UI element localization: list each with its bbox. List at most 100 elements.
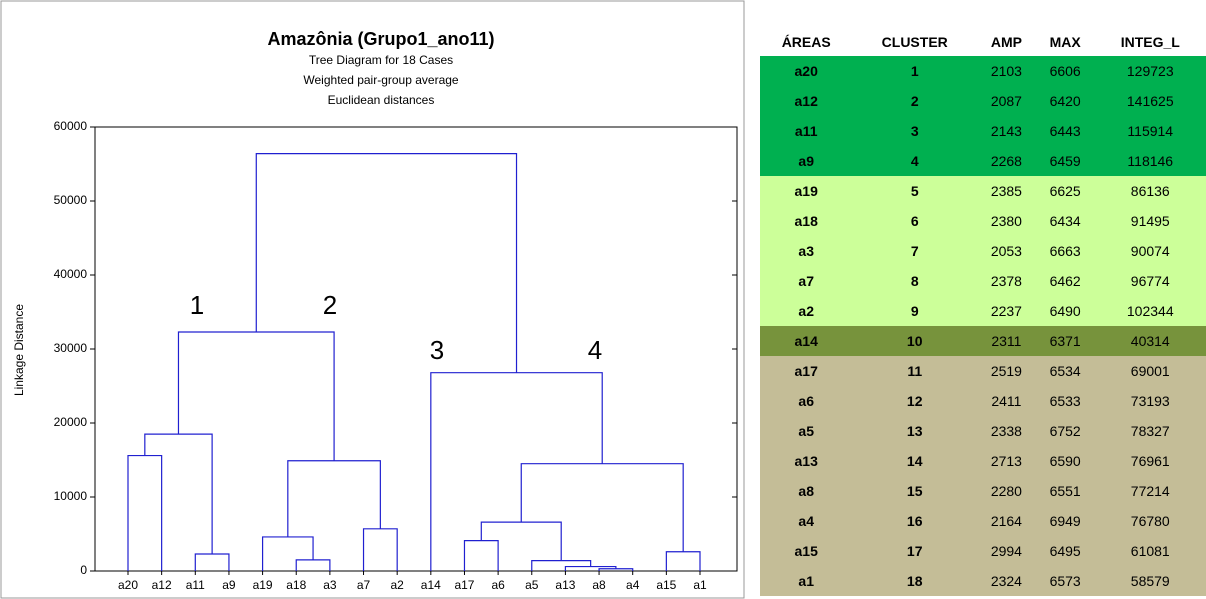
table-cell: 2380 [990,213,1022,229]
table-cell: a14 [794,333,818,349]
table-row: a6 12 2411 6533 73193 [760,386,1206,416]
table-cell: 7 [910,243,919,259]
table-cell: 6420 [1049,93,1081,109]
subtitle: Euclidean distances [328,93,435,107]
y-tick-label: 60000 [54,119,88,133]
table-cell: 2519 [990,363,1022,379]
column-header: MAX [1035,28,1095,56]
table-cell: 1 [910,63,919,79]
table-cell: 11 [907,363,923,379]
table-cell: 6371 [1049,333,1081,349]
y-tick-label: 30000 [54,341,88,355]
table-cell: 40314 [1130,333,1170,349]
table-cell: a12 [794,93,818,109]
table-cell: 102344 [1126,303,1174,319]
table-cell: 6949 [1049,513,1081,529]
table-cell: 73193 [1130,393,1170,409]
table-row: a7 8 2378 6462 96774 [760,266,1206,296]
table-cell: a15 [794,543,818,559]
y-tick-label: 0 [80,563,87,577]
x-tick-label: a9 [222,578,236,592]
table-cell: 6752 [1049,423,1081,439]
column-header: INTEG_L [1094,28,1206,56]
table-cell: 6551 [1049,483,1081,499]
table-cell: a11 [794,123,818,139]
table-cell: 6590 [1049,453,1081,469]
y-axis-label: Linkage Distance [12,304,26,396]
table-cell: 15 [906,483,923,499]
table-cell: 6462 [1049,273,1081,289]
table-row: a1 18 2324 6573 58579 [760,566,1206,596]
annotation: 2 [323,290,337,320]
table-row: a14 10 2311 6371 40314 [760,326,1206,356]
table-cell: 76961 [1130,453,1170,469]
table-row: a12 2 2087 6420 141625 [760,86,1206,116]
x-tick-label: a6 [491,578,505,592]
table-cell: 6459 [1049,153,1081,169]
table-row: a9 4 2268 6459 118146 [760,146,1206,176]
table-cell: 2338 [990,423,1022,439]
table-cell: 58579 [1130,573,1170,589]
table-cell: 90074 [1130,243,1170,259]
annotation: 3 [430,335,444,365]
table-cell: 78327 [1130,423,1170,439]
table-cell: 69001 [1130,363,1170,379]
chart-title: Amazônia (Grupo1_ano11) [267,29,494,49]
table-cell: 12 [906,393,923,409]
table-row: a20 1 2103 6606 129723 [760,56,1206,86]
table-cell: 6573 [1049,573,1081,589]
y-tick-label: 10000 [54,489,88,503]
y-tick-label: 20000 [54,415,88,429]
table-cell: 2311 [991,333,1022,349]
table-row: a15 17 2994 6495 61081 [760,536,1206,566]
table-cell: a3 [798,243,814,259]
x-tick-label: a8 [592,578,606,592]
table-cell: 6663 [1049,243,1081,259]
table-cell: a6 [798,393,814,409]
x-tick-label: a18 [286,578,306,592]
x-tick-label: a3 [323,578,337,592]
table-cell: 2994 [990,543,1022,559]
annotation: 4 [588,335,602,365]
table-cell: 3 [910,123,919,139]
table-cell: 118146 [1127,153,1174,169]
table-cell: 6443 [1049,123,1081,139]
table-cell: 2237 [990,303,1022,319]
x-tick-label: a20 [118,578,138,592]
table-cell: 2411 [991,393,1022,409]
table-cell: a9 [798,153,814,169]
x-tick-label: a1 [693,578,707,592]
table-cell: a5 [798,423,814,439]
table-cell: a19 [794,183,818,199]
plot-frame [94,126,738,572]
x-tick-label: a4 [626,578,640,592]
table-cell: 6625 [1049,183,1081,199]
table-cell: 4 [910,153,919,169]
table-cell: 2143 [990,123,1022,139]
table-cell: 77214 [1130,483,1170,499]
table-cell: 2087 [990,93,1022,109]
table-cell: a2 [798,303,814,319]
table-row: a3 7 2053 6663 90074 [760,236,1206,266]
table-cell: 2164 [990,513,1022,529]
table-cell: 6434 [1049,213,1081,229]
x-tick-label: a17 [454,578,474,592]
table-cell: a7 [798,273,814,289]
subtitle: Tree Diagram for 18 Cases [309,53,453,67]
table-cell: 2713 [990,453,1022,469]
table-row: a8 15 2280 6551 77214 [760,476,1206,506]
table-row: a13 14 2713 6590 76961 [760,446,1206,476]
column-header: AMP [977,28,1036,56]
column-header: CLUSTER [852,28,978,56]
table-cell: 91495 [1130,213,1170,229]
table-cell: 2280 [990,483,1022,499]
table-cell: 6606 [1049,63,1081,79]
table-cell: 129723 [1126,63,1174,79]
x-tick-label: a5 [525,578,539,592]
header-row: ÁREAS CLUSTER AMP MAX INTEG_L [760,28,1206,56]
table-cell: 5 [910,183,919,199]
table-cell: 115914 [1127,123,1174,139]
table-cell: 18 [906,573,923,589]
table-cell: 2378 [990,273,1022,289]
